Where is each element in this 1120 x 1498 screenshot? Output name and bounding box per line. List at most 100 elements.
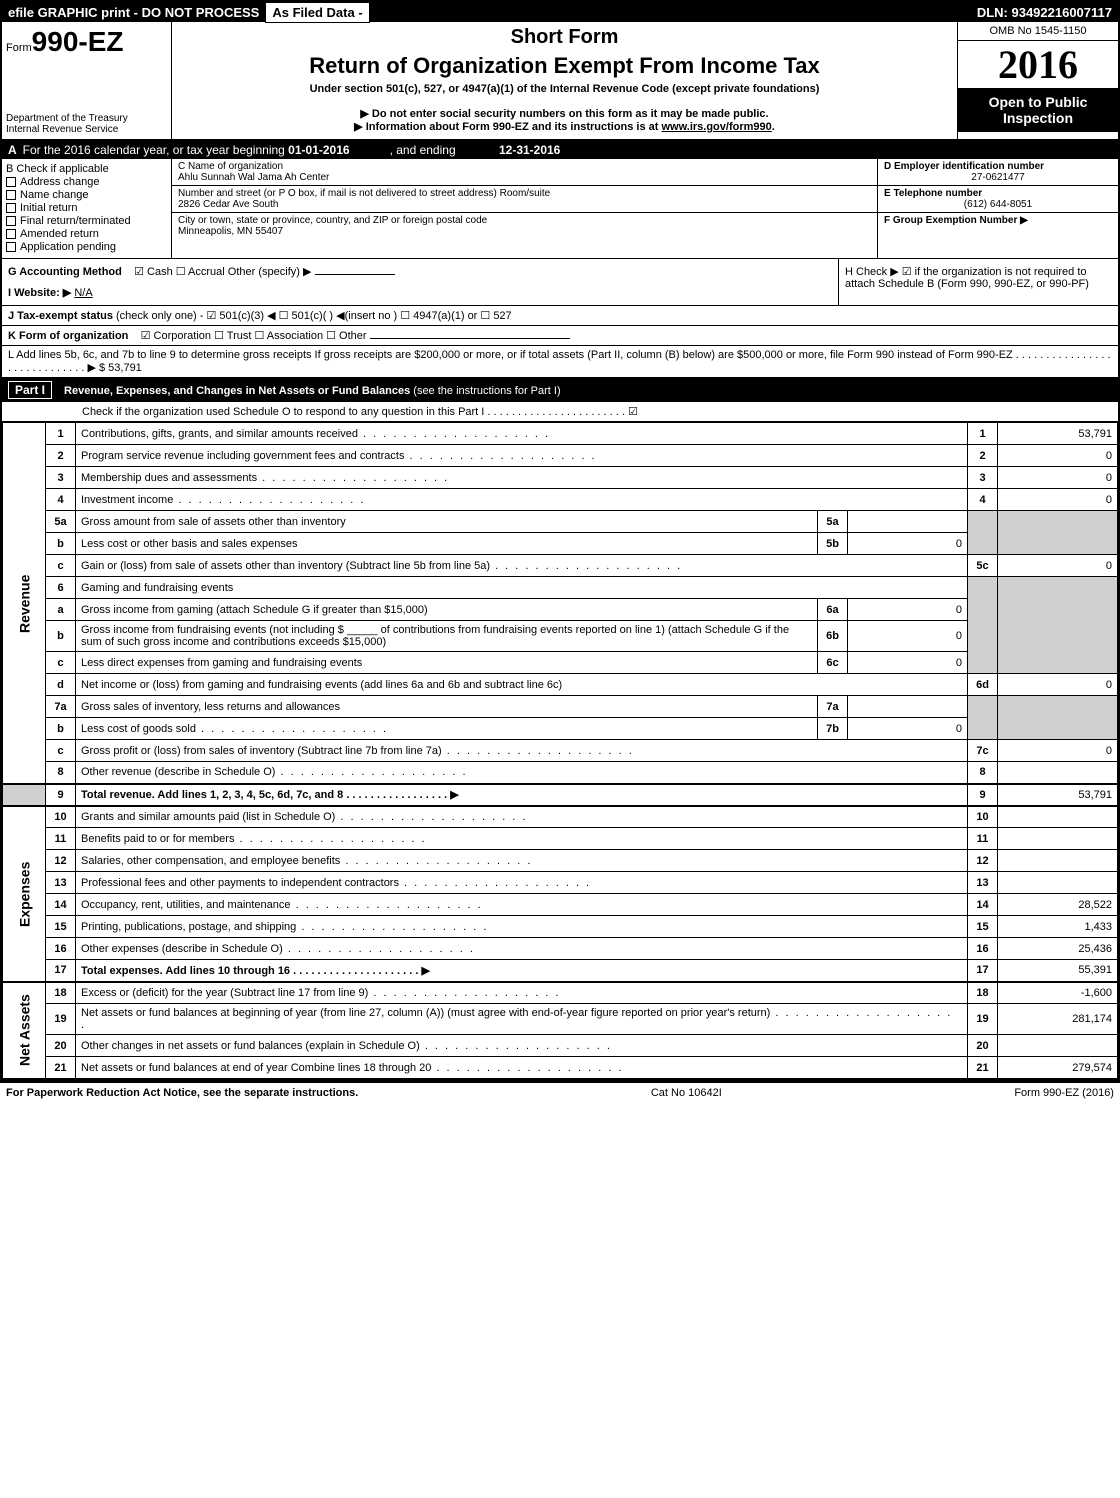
form-prefix: Form: [6, 42, 32, 54]
check-amended-return[interactable]: Amended return: [6, 228, 167, 240]
line-1-amount: 53,791: [998, 423, 1118, 445]
label-telephone: E Telephone number: [884, 188, 982, 199]
org-form-other-input[interactable]: [370, 338, 570, 339]
lines-table: Revenue 1 Contributions, gifts, grants, …: [2, 422, 1118, 1079]
irs-link[interactable]: www.irs.gov/form990: [662, 121, 772, 133]
line-8-amount: [998, 762, 1118, 784]
vtab-net-assets: Net Assets: [3, 982, 46, 1079]
label-group-exemption: F Group Exemption Number ▶: [884, 215, 1028, 226]
line-9-amount: 53,791: [998, 784, 1118, 806]
line-14-amount: 28,522: [998, 894, 1118, 916]
form-container: efile GRAPHIC print - DO NOT PROCESS As …: [0, 0, 1120, 1081]
line-12: 12 Salaries, other compensation, and emp…: [3, 850, 1118, 872]
label-org-name: C Name of organization: [178, 161, 871, 172]
line-5b-amount: 0: [848, 533, 968, 555]
header-left: Form990-EZ Department of the Treasury In…: [2, 22, 172, 139]
line-13: 13 Professional fees and other payments …: [3, 872, 1118, 894]
part-i-label: Part I: [8, 381, 52, 399]
form-ref: Form 990-EZ (2016): [1014, 1087, 1114, 1099]
line-6c: c Less direct expenses from gaming and f…: [3, 652, 1118, 674]
line-6c-amount: 0: [848, 652, 968, 674]
part-i-header: Part I Revenue, Expenses, and Changes in…: [2, 378, 1118, 402]
line-6d-amount: 0: [998, 674, 1118, 696]
line-5c-amount: 0: [998, 555, 1118, 577]
org-city: Minneapolis, MN 55407: [178, 226, 871, 237]
line-13-amount: [998, 872, 1118, 894]
line-6b-amount: 0: [848, 621, 968, 652]
line-15: 15 Printing, publications, postage, and …: [3, 916, 1118, 938]
accounting-method-options: ☑ Cash ☐ Accrual Other (specify) ▶: [134, 266, 311, 278]
check-final-return[interactable]: Final return/terminated: [6, 215, 167, 227]
telephone-value: (612) 644-8051: [884, 199, 1112, 210]
line-5a-amount: [848, 511, 968, 533]
line-8: 8 Other revenue (describe in Schedule O)…: [3, 762, 1118, 784]
notice-info: ▶ Information about Form 990-EZ and its …: [192, 120, 937, 133]
cat-number: Cat No 10642I: [651, 1087, 722, 1099]
dln: DLN: 93492216007117: [971, 3, 1118, 22]
line-4: 4 Investment income 4 0: [3, 489, 1118, 511]
check-name-change[interactable]: Name change: [6, 189, 167, 201]
dept-irs: Internal Revenue Service: [6, 124, 167, 135]
efile-notice: efile GRAPHIC print - DO NOT PROCESS: [2, 3, 265, 22]
label-address: Number and street (or P O box, if mail i…: [178, 188, 871, 199]
col-b-checkboxes: B Check if applicable Address change Nam…: [2, 159, 172, 258]
line-21: 21 Net assets or fund balances at end of…: [3, 1057, 1118, 1079]
line-6d: d Net income or (loss) from gaming and f…: [3, 674, 1118, 696]
open-public-badge: Open to Public Inspection: [958, 88, 1118, 132]
line-11: 11 Benefits paid to or for members 11: [3, 828, 1118, 850]
info-block: B Check if applicable Address change Nam…: [2, 159, 1118, 259]
row-h-schedule-b: H Check ▶ ☑ if the organization is not r…: [838, 259, 1118, 305]
header-mid: Short Form Return of Organization Exempt…: [172, 22, 958, 139]
line-18: Net Assets 18 Excess or (deficit) for th…: [3, 982, 1118, 1004]
line-21-amount: 279,574: [998, 1057, 1118, 1079]
check-initial-return[interactable]: Initial return: [6, 202, 167, 214]
line-19: 19 Net assets or fund balances at beginn…: [3, 1004, 1118, 1035]
gross-receipts-value: 53,791: [108, 362, 142, 374]
vtab-revenue: Revenue: [3, 423, 46, 784]
ein-value: 27-0621477: [884, 172, 1112, 183]
line-7a: 7a Gross sales of inventory, less return…: [3, 696, 1118, 718]
line-6: 6 Gaming and fundraising events: [3, 577, 1118, 599]
col-d-ids: D Employer identification number 27-0621…: [878, 159, 1118, 258]
check-address-change[interactable]: Address change: [6, 176, 167, 188]
footer: For Paperwork Reduction Act Notice, see …: [0, 1081, 1120, 1103]
line-1: Revenue 1 Contributions, gifts, grants, …: [3, 423, 1118, 445]
line-11-amount: [998, 828, 1118, 850]
line-16: 16 Other expenses (describe in Schedule …: [3, 938, 1118, 960]
header: Form990-EZ Department of the Treasury In…: [2, 22, 1118, 141]
website-value: N/A: [74, 287, 92, 299]
line-17-amount: 55,391: [998, 960, 1118, 982]
main-title: Return of Organization Exempt From Incom…: [182, 53, 947, 79]
line-15-amount: 1,433: [998, 916, 1118, 938]
label-ein: D Employer identification number: [884, 161, 1044, 172]
accounting-other-input[interactable]: [315, 274, 395, 275]
line-6a-amount: 0: [848, 599, 968, 621]
line-7a-amount: [848, 696, 968, 718]
dept-treasury: Department of the Treasury: [6, 113, 167, 124]
notice-ssn: ▶ Do not enter social security numbers o…: [192, 107, 937, 120]
as-filed-label: As Filed Data -: [265, 2, 369, 23]
subtitle: Under section 501(c), 527, or 4947(a)(1)…: [182, 83, 947, 95]
row-gh: G Accounting Method ☑ Cash ☐ Accrual Oth…: [2, 259, 1118, 306]
line-19-amount: 281,174: [998, 1004, 1118, 1035]
short-form-title: Short Form: [182, 26, 947, 49]
line-9: 9 Total revenue. Add lines 1, 2, 3, 4, 5…: [3, 784, 1118, 806]
row-j-tax-exempt: J Tax-exempt status (check only one) - ☑…: [2, 306, 1118, 326]
line-17: 17 Total expenses. Add lines 10 through …: [3, 960, 1118, 982]
line-7b: b Less cost of goods sold 7b 0: [3, 718, 1118, 740]
tax-year: 2016: [958, 41, 1118, 88]
line-20-amount: [998, 1035, 1118, 1057]
line-10-amount: [998, 806, 1118, 828]
line-14: 14 Occupancy, rent, utilities, and maint…: [3, 894, 1118, 916]
check-application-pending[interactable]: Application pending: [6, 241, 167, 253]
label-city: City or town, state or province, country…: [178, 215, 871, 226]
line-6a: a Gross income from gaming (attach Sched…: [3, 599, 1118, 621]
col-b-title: B Check if applicable: [6, 163, 167, 175]
line-2-amount: 0: [998, 445, 1118, 467]
line-4-amount: 0: [998, 489, 1118, 511]
line-10: Expenses 10 Grants and similar amounts p…: [3, 806, 1118, 828]
line-12-amount: [998, 850, 1118, 872]
line-3: 3 Membership dues and assessments 3 0: [3, 467, 1118, 489]
row-k-org-form: K Form of organization ☑ Corporation ☐ T…: [2, 326, 1118, 346]
omb-number: OMB No 1545-1150: [958, 22, 1118, 41]
